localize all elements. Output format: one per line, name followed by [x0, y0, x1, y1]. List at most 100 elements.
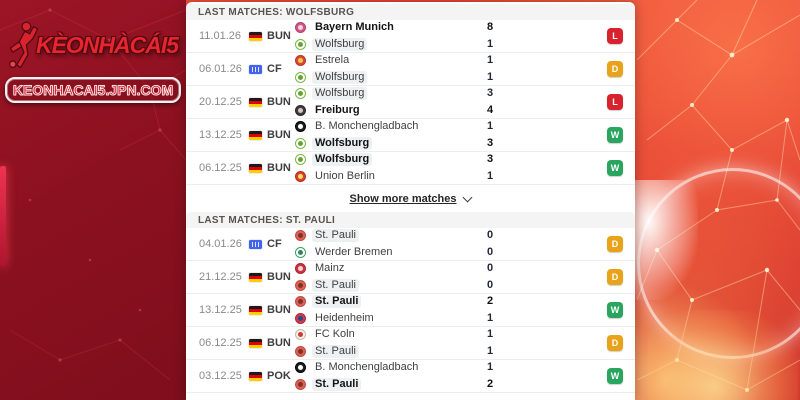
competition-flag-icon: [249, 97, 262, 107]
team-list: B. Monchengladbach 1 Wolfsburg 3: [295, 120, 635, 150]
sphere-glow: [628, 180, 698, 300]
match-section: LAST MATCHES: ST. PAULI 04.01.26 CF St. …: [186, 212, 635, 400]
team-line: Freiburg 4: [295, 104, 635, 117]
section-title: LAST MATCHES: ST. PAULI: [198, 214, 336, 226]
team-line: Union Berlin 1: [295, 170, 635, 183]
competition: CF: [249, 63, 295, 75]
team-score: 3: [487, 153, 494, 165]
match-row[interactable]: 11.01.26 BUN Bayern Munich 8 Wolfsburg 1…: [186, 20, 635, 53]
team-crest-icon: [295, 39, 306, 50]
match-row[interactable]: 06.01.26 CF Estrela 1 Wolfsburg 1 D: [186, 53, 635, 86]
team-line: St. Pauli 2: [295, 378, 635, 391]
team-line: Wolfsburg 3: [295, 137, 635, 150]
team-name: Werder Bremen: [315, 246, 393, 258]
footballer-icon: [8, 21, 39, 69]
match-row[interactable]: 03.12.25 POK B. Monchengladbach 1 St. Pa…: [186, 360, 635, 393]
team-score: 2: [487, 378, 494, 390]
show-more-link[interactable]: Show more matches: [186, 185, 635, 212]
competition-code: POK: [267, 370, 291, 382]
match-date: 13.12.25: [199, 129, 242, 141]
team-name: Mainz: [315, 262, 345, 274]
competition: BUN: [249, 304, 295, 316]
network-pattern-right: [637, 0, 800, 392]
result-badge: D: [607, 269, 623, 285]
competition-code: BUN: [267, 129, 291, 141]
team-score: 1: [487, 345, 494, 357]
show-more-label[interactable]: Show more matches: [349, 192, 457, 205]
team-crest-icon: [295, 346, 306, 357]
competition: BUN: [249, 96, 295, 108]
competition-flag-icon: [249, 64, 262, 74]
site-logo: KÈONHÀCÁI5 KEONHACAI5.JPN.COM: [4, 20, 182, 103]
team-score: 4: [487, 104, 494, 116]
team-crest-icon: [295, 154, 306, 165]
team-line: Estrela 1: [295, 54, 635, 67]
match-date: 11.01.26: [199, 30, 242, 42]
match-row[interactable]: 06.12.25 BUN Wolfsburg 3 Union Berlin 1 …: [186, 152, 635, 185]
team-score: 1: [487, 54, 494, 66]
team-name: Wolfsburg: [312, 153, 373, 166]
team-crest-icon: [295, 121, 306, 132]
team-line: St. Pauli 0: [295, 229, 635, 242]
section-title: LAST MATCHES: WOLFSBURG: [198, 6, 355, 18]
competition-flag-icon: [249, 272, 262, 282]
team-score: 1: [487, 361, 494, 373]
match-date: 21.12.25: [199, 271, 242, 283]
match-row[interactable]: 21.12.25 BUN Mainz 0 St. Pauli 0 D: [186, 261, 635, 294]
matches-panel: LAST MATCHES: WOLFSBURG 11.01.26 BUN Bay…: [186, 2, 635, 400]
team-name: FC Koln: [315, 328, 355, 340]
competition: POK: [249, 370, 295, 382]
team-crest-icon: [295, 138, 306, 149]
team-name: Union Berlin: [315, 170, 375, 182]
match-row[interactable]: 06.12.25 BUN FC Koln 1 St. Pauli 1 D: [186, 327, 635, 360]
left-background: KÈONHÀCÁI5 KEONHACAI5.JPN.COM: [0, 0, 186, 400]
team-crest-icon: [295, 171, 306, 182]
competition: BUN: [249, 30, 295, 42]
team-crest-icon: [295, 105, 306, 116]
team-score: 0: [487, 262, 494, 274]
match-section: LAST MATCHES: WOLFSBURG 11.01.26 BUN Bay…: [186, 4, 635, 212]
competition-flag-icon: [249, 130, 262, 140]
team-name: Wolfsburg: [312, 137, 373, 150]
team-name: Wolfsburg: [312, 71, 368, 84]
team-score: 1: [487, 38, 494, 50]
team-name: Bayern Munich: [315, 21, 394, 33]
competition: BUN: [249, 129, 295, 141]
team-crest-icon: [295, 313, 306, 324]
match-date: 03.12.25: [199, 370, 242, 382]
match-date: 06.12.25: [199, 162, 242, 174]
match-row[interactable]: 13.12.25 BUN St. Pauli 2 Heidenheim 1 W: [186, 294, 635, 327]
team-name: B. Monchengladbach: [315, 120, 419, 132]
team-crest-icon: [295, 329, 306, 340]
result-badge: D: [607, 236, 623, 252]
team-score: 2: [487, 295, 494, 307]
competition-flag-icon: [249, 163, 262, 173]
team-score: 3: [487, 137, 494, 149]
team-name: Wolfsburg: [312, 87, 368, 100]
result-badge: D: [607, 61, 623, 77]
team-score: 1: [487, 120, 494, 132]
match-row[interactable]: 13.12.25 BUN B. Monchengladbach 1 Wolfsb…: [186, 119, 635, 152]
competition-flag-icon: [249, 305, 262, 315]
competition-code: CF: [267, 63, 282, 75]
team-list: Wolfsburg 3 Freiburg 4: [295, 87, 635, 117]
team-score: 3: [487, 87, 494, 99]
team-crest-icon: [295, 296, 306, 307]
competition-code: BUN: [267, 337, 291, 349]
team-name: Wolfsburg: [312, 38, 368, 51]
competition-code: BUN: [267, 271, 291, 283]
competition-flag-icon: [249, 239, 262, 249]
team-line: B. Monchengladbach 1: [295, 361, 635, 374]
match-date: 04.01.26: [199, 238, 242, 250]
team-line: FC Koln 1: [295, 328, 635, 341]
team-name: St. Pauli: [312, 378, 362, 391]
team-line: St. Pauli 0: [295, 279, 635, 292]
team-name: St. Pauli: [312, 229, 359, 242]
match-date: 06.12.25: [199, 337, 242, 349]
team-line: Wolfsburg 3: [295, 153, 635, 166]
show-more-link[interactable]: [186, 393, 635, 400]
match-row[interactable]: 20.12.25 BUN Wolfsburg 3 Freiburg 4 L: [186, 86, 635, 119]
team-crest-icon: [295, 22, 306, 33]
match-row[interactable]: 04.01.26 CF St. Pauli 0 Werder Bremen 0 …: [186, 228, 635, 261]
